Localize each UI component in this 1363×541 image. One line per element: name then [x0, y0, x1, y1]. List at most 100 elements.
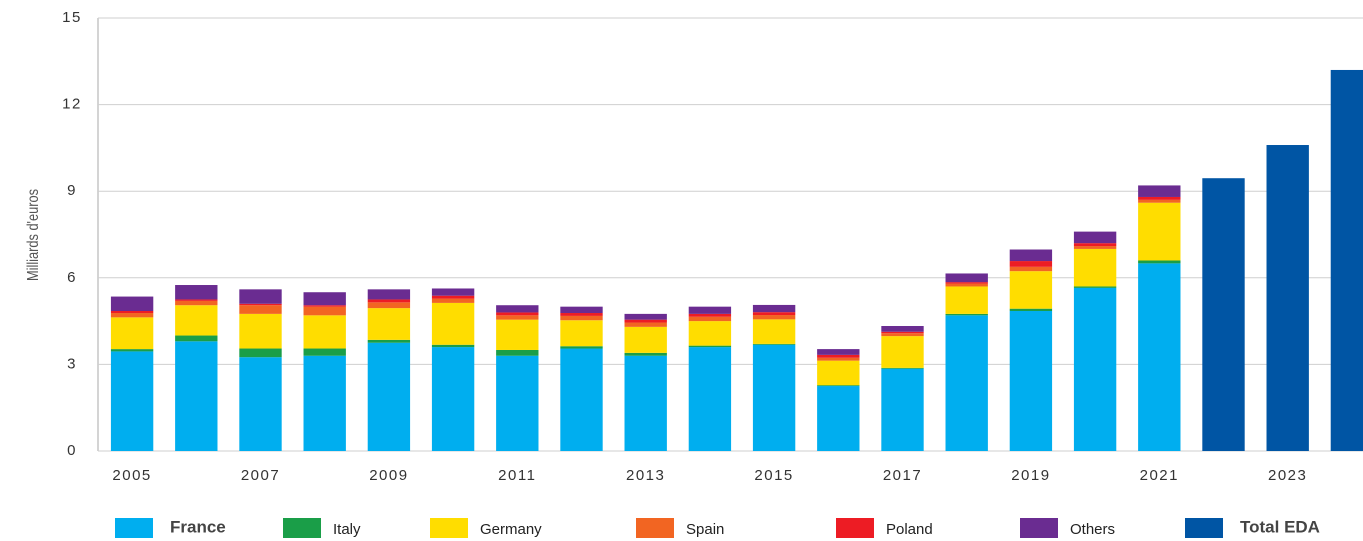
legend-swatch — [836, 518, 874, 538]
legend-swatch — [1185, 518, 1223, 538]
bar-segment — [110, 296, 154, 311]
y-tick-label: 12 — [62, 96, 82, 113]
bar-segment — [239, 313, 282, 349]
bar-segment — [817, 360, 860, 386]
bar-segment — [752, 343, 796, 345]
bar-segment — [945, 286, 988, 314]
bar-segment — [560, 346, 603, 349]
bar-segment — [1073, 246, 1117, 249]
y-axis-label: Milliards d'euros — [25, 189, 43, 281]
bar-segment — [431, 302, 475, 345]
bar-segment — [1009, 308, 1053, 311]
bar-segment — [110, 349, 154, 352]
legend-label: Others — [1070, 521, 1115, 538]
bar-segment — [496, 305, 539, 313]
bar-segment — [688, 345, 732, 348]
bar-segment — [1073, 248, 1117, 287]
bar-segment — [367, 339, 411, 343]
y-tick-label: 3 — [67, 355, 77, 372]
bar-segment — [239, 357, 282, 451]
bar-segment — [560, 313, 603, 316]
bar-segment — [881, 333, 924, 337]
bar-segment — [496, 312, 539, 316]
bar-segment — [431, 347, 475, 451]
bar-segment — [1138, 202, 1181, 261]
bar-segment — [175, 341, 218, 451]
bar-segment — [367, 302, 411, 309]
bar-segment — [1138, 260, 1181, 264]
bar-segment — [945, 282, 988, 284]
bar-segment — [817, 357, 860, 361]
bar-segment — [1073, 287, 1117, 451]
y-tick-label: 6 — [67, 269, 77, 286]
x-tick-label: 2009 — [369, 467, 408, 484]
bar-segment — [110, 310, 154, 314]
bar-segment — [1138, 199, 1181, 203]
bar-segment — [817, 349, 860, 355]
bar-segment — [367, 289, 411, 300]
bar-segment — [1266, 145, 1309, 451]
bar-segment — [560, 320, 603, 347]
bar-segment — [624, 352, 667, 356]
bar-segment — [175, 285, 218, 300]
bar-segment — [1073, 243, 1117, 247]
bar-segment — [624, 319, 667, 323]
bar-segment — [110, 313, 154, 318]
bar-segment — [431, 344, 475, 348]
bar-segment — [752, 319, 796, 344]
bar-segment — [175, 335, 218, 342]
bar-segment — [881, 368, 924, 451]
bar-segment — [1138, 263, 1181, 451]
legend-label: Germany — [480, 521, 542, 538]
x-tick-label: 2015 — [754, 467, 793, 484]
bar-segment — [752, 304, 796, 313]
bar-segment — [624, 313, 667, 320]
bar-segment — [303, 306, 346, 316]
bar-segment — [881, 367, 924, 369]
bar-segment — [817, 386, 860, 451]
bar-segment — [175, 300, 218, 306]
y-tick-label: 0 — [67, 442, 77, 459]
bar-segment — [1073, 286, 1117, 288]
bar-segment — [496, 315, 539, 320]
x-tick-label: 2011 — [498, 467, 536, 484]
bar-segment — [431, 295, 475, 299]
bar-segment — [560, 306, 603, 314]
bar-segment — [688, 313, 732, 317]
bar-segment — [560, 348, 603, 451]
y-tick-label: 9 — [67, 182, 77, 199]
bar-segment — [1009, 310, 1053, 451]
bar-segment — [817, 385, 860, 387]
bar-segment — [945, 273, 988, 283]
bar-segment — [496, 349, 539, 356]
x-tick-label: 2005 — [112, 467, 151, 484]
bar-segment — [688, 347, 732, 451]
bar-segment — [110, 317, 154, 350]
bar-segment — [239, 305, 282, 314]
bar-segment — [367, 308, 411, 340]
bar-segment — [624, 355, 667, 451]
bar-segment — [881, 331, 924, 334]
bar-segment — [1330, 69, 1363, 452]
bar-segment — [945, 283, 988, 287]
bar-segment — [431, 298, 475, 303]
legend-label: Poland — [886, 521, 933, 538]
x-tick-label: 2019 — [1011, 467, 1050, 484]
bar-segment — [303, 305, 346, 307]
bar-segment — [752, 315, 796, 320]
bar-segment — [1009, 271, 1053, 309]
bar-segment — [239, 303, 282, 306]
y-tick-label: 15 — [62, 9, 82, 26]
bar-segment — [303, 348, 346, 356]
bar-segment — [1009, 249, 1053, 262]
bar-segment — [303, 355, 346, 451]
bar-segment — [239, 289, 282, 304]
x-tick-label: 2013 — [626, 467, 665, 484]
bar-segment — [624, 322, 667, 327]
bar-segment — [1138, 185, 1181, 197]
bar-segment — [496, 355, 539, 451]
bar-segment — [239, 348, 282, 358]
bar-segment — [1009, 261, 1053, 267]
bar-segment — [817, 354, 860, 358]
